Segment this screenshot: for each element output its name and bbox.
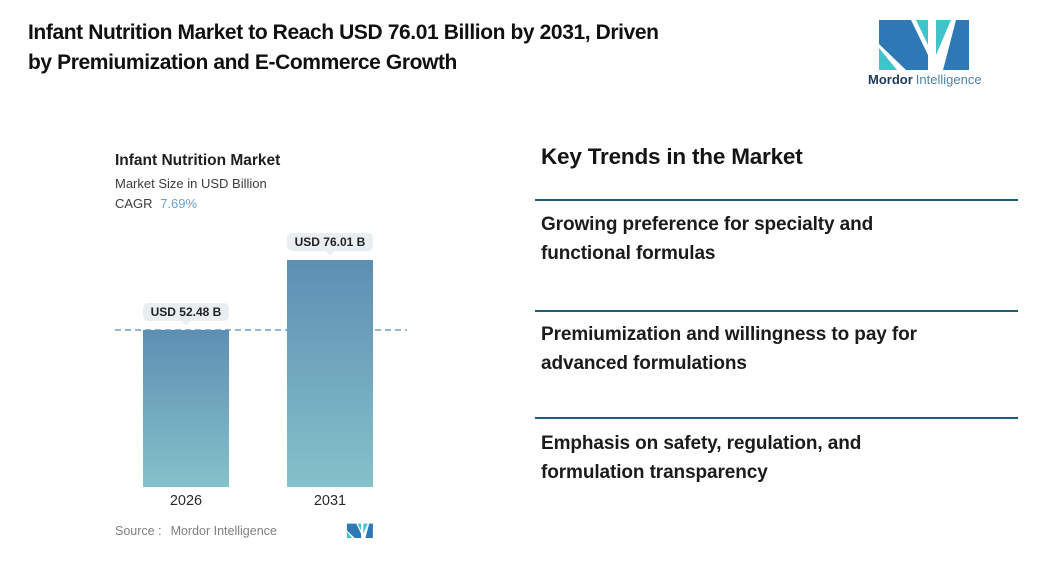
source-value: Mordor Intelligence bbox=[170, 524, 277, 538]
source-label: Source : bbox=[115, 524, 162, 538]
chart-plot-area: USD 52.48 B 2026 USD 76.01 B 2031 bbox=[115, 230, 407, 509]
trend-divider bbox=[535, 199, 1018, 201]
chart-title: Infant Nutrition Market bbox=[115, 152, 281, 169]
bar-group-2026: USD 52.48 B 2026 bbox=[143, 230, 229, 509]
reference-dashed-line bbox=[115, 329, 407, 331]
value-label-2026: USD 52.48 B bbox=[143, 303, 229, 321]
trends-heading: Key Trends in the Market bbox=[541, 144, 803, 169]
page-title: Infant Nutrition Market to Reach USD 76.… bbox=[28, 21, 659, 74]
mordor-intelligence-logo: Mordor Intelligence bbox=[868, 18, 982, 87]
bar-group-2031: USD 76.01 B 2031 bbox=[287, 230, 373, 509]
trend-divider bbox=[535, 310, 1018, 312]
mordor-logo-icon bbox=[878, 20, 969, 70]
trend-item-1: Growing preference for specialty and fun… bbox=[541, 214, 874, 264]
trend-item-2: Premiumization and willingness to pay fo… bbox=[541, 324, 917, 374]
source-note: Source : Mordor Intelligence bbox=[115, 524, 277, 538]
trend-divider bbox=[535, 417, 1018, 419]
trend-item-3: Emphasis on safety, regulation, and form… bbox=[541, 433, 862, 483]
bar-2031 bbox=[287, 260, 373, 487]
chart-subtitle: Market Size in USD Billion bbox=[115, 176, 267, 191]
cagr-label: CAGR bbox=[115, 196, 153, 211]
axis-label-2026: 2026 bbox=[169, 493, 203, 509]
logo-wordmark: Mordor Intelligence bbox=[868, 72, 982, 87]
axis-label-2031: 2031 bbox=[313, 493, 347, 509]
mordor-logo-small-icon bbox=[346, 523, 373, 538]
cagr-value: 7.69% bbox=[160, 196, 198, 211]
bar-2026 bbox=[143, 330, 229, 487]
chart-cagr: CAGR 7.69% bbox=[115, 196, 197, 211]
logo-word-intelligence: Intelligence bbox=[915, 72, 982, 87]
logo-word-mordor: Mordor bbox=[868, 72, 913, 87]
value-label-2031: USD 76.01 B bbox=[287, 233, 373, 251]
